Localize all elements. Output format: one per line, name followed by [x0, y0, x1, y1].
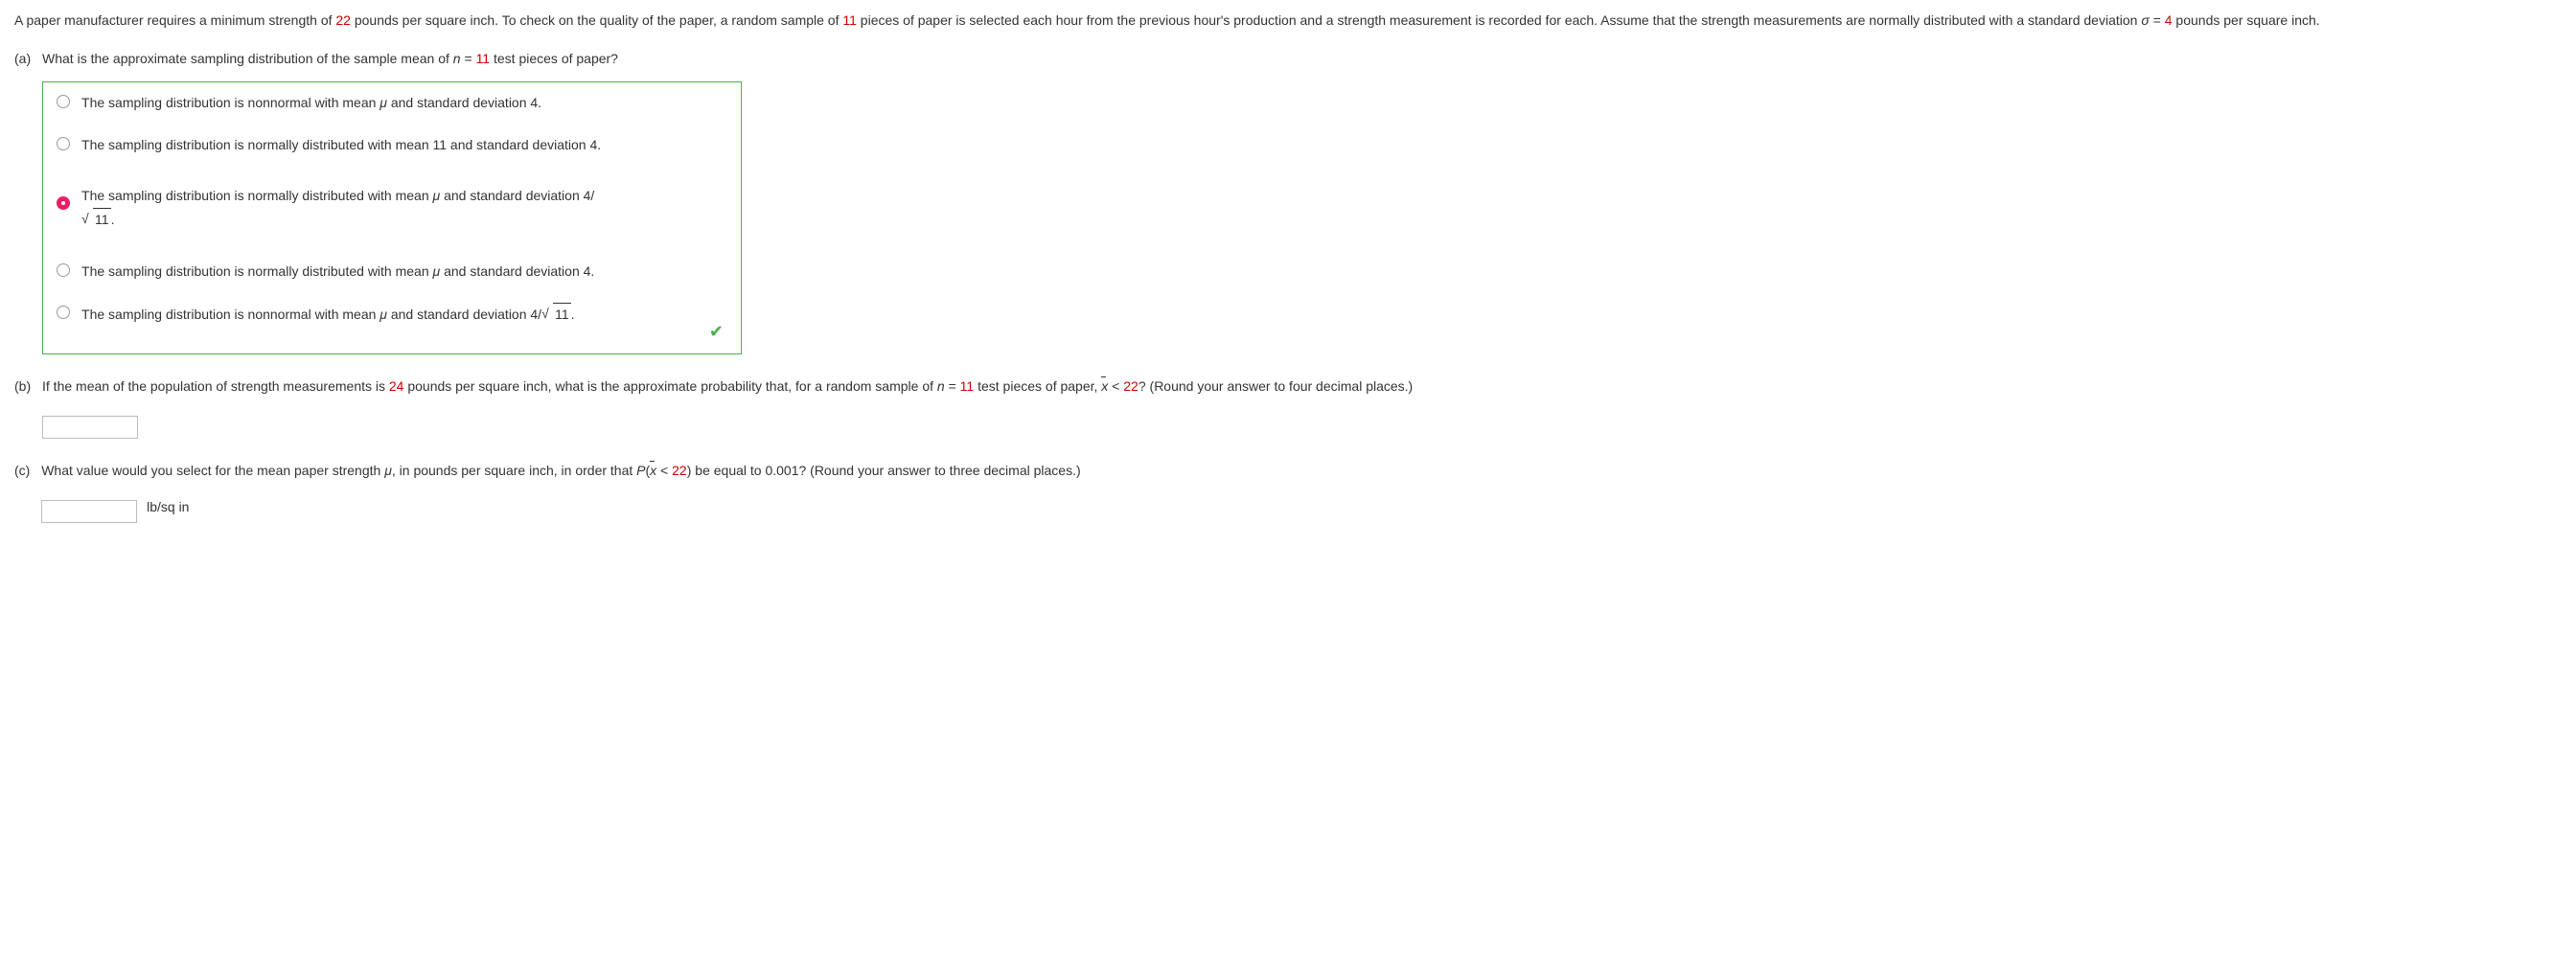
part-b: (b) If the mean of the population of str…: [14, 376, 2562, 439]
lt-c: <: [656, 463, 672, 478]
unit-label-c: lb/sq in: [147, 496, 189, 517]
part-b-q-2: pounds per square inch, what is the appr…: [403, 378, 936, 394]
option-row[interactable]: The sampling distribution is nonnormal w…: [43, 82, 741, 125]
threshold-c: 22: [672, 463, 687, 478]
radio-icon[interactable]: [57, 137, 70, 150]
radio-icon[interactable]: [57, 196, 70, 210]
threshold-b: 22: [1123, 378, 1138, 394]
correct-check-icon: ✔: [709, 318, 724, 346]
radio-icon[interactable]: [57, 263, 70, 277]
option-text: The sampling distribution is normally di…: [81, 134, 727, 157]
eq-b: =: [945, 378, 960, 394]
part-a-q-1: What is the approximate sampling distrib…: [42, 51, 453, 66]
qmark-b: ?: [1138, 378, 1146, 394]
radio-icon[interactable]: [57, 306, 70, 319]
option-row[interactable]: The sampling distribution is normally di…: [43, 166, 741, 251]
xbar-symbol: x: [1101, 376, 1108, 397]
problem-intro: A paper manufacturer requires a minimum …: [14, 10, 2562, 31]
eq-a: =: [461, 51, 476, 66]
part-c: (c) What value would you select for the …: [14, 460, 2562, 523]
equals-1: =: [2150, 12, 2165, 28]
lt-b: <: [1108, 378, 1123, 394]
pop-mean: 24: [389, 378, 404, 394]
option-text: The sampling distribution is nonnormal w…: [81, 92, 727, 115]
n-label-a: n: [453, 51, 461, 66]
part-a-label: (a): [14, 48, 31, 69]
option-text: The sampling distribution is normally di…: [81, 261, 727, 284]
n-val-b: 11: [960, 378, 975, 394]
round-note-b: (Round your answer to four decimal place…: [1150, 378, 1414, 394]
option-row[interactable]: The sampling distribution is nonnormal w…: [43, 293, 741, 353]
intro-text-4: pounds per square inch.: [2173, 12, 2320, 28]
intro-text-1: A paper manufacturer requires a minimum …: [14, 12, 335, 28]
intro-text-3: pieces of paper is selected each hour fr…: [857, 12, 2141, 28]
sqrt-icon: 11: [541, 303, 571, 327]
part-c-label: (c): [14, 460, 30, 481]
intro-text-2: pounds per square inch. To check on the …: [351, 12, 842, 28]
part-c-q-2: , in pounds per square inch, in order th…: [392, 463, 636, 478]
part-b-q-3: test pieces of paper,: [974, 378, 1101, 394]
xbar-symbol-c: x: [650, 460, 656, 481]
sigma-value: 4: [2165, 12, 2173, 28]
answer-input-b[interactable]: [42, 416, 138, 439]
sigma-symbol: σ: [2141, 12, 2149, 28]
n-val-a: 11: [476, 51, 491, 66]
sample-size: 11: [842, 12, 857, 28]
option-row[interactable]: The sampling distribution is normally di…: [43, 251, 741, 293]
answer-input-c[interactable]: [41, 500, 137, 523]
part-c-q-1: What value would you select for the mean…: [41, 463, 384, 478]
part-b-q-1: If the mean of the population of strengt…: [42, 378, 389, 394]
sqrt-icon: 11: [81, 208, 111, 232]
mu-symbol-c: μ: [384, 463, 392, 478]
part-a-q-2: test pieces of paper?: [490, 51, 618, 66]
option-text: The sampling distribution is normally di…: [81, 185, 727, 232]
radio-icon[interactable]: [57, 95, 70, 108]
n-label-b: n: [937, 378, 945, 394]
min-strength: 22: [335, 12, 351, 28]
part-a: (a) What is the approximate sampling dis…: [14, 48, 2562, 353]
options-container: The sampling distribution is nonnormal w…: [42, 81, 742, 354]
part-b-label: (b): [14, 376, 31, 397]
option-text: The sampling distribution is nonnormal w…: [81, 303, 727, 327]
option-row[interactable]: The sampling distribution is normally di…: [43, 125, 741, 167]
part-c-q-3: be equal to 0.001? (Round your answer to…: [691, 463, 1080, 478]
p-label: P: [636, 463, 645, 478]
